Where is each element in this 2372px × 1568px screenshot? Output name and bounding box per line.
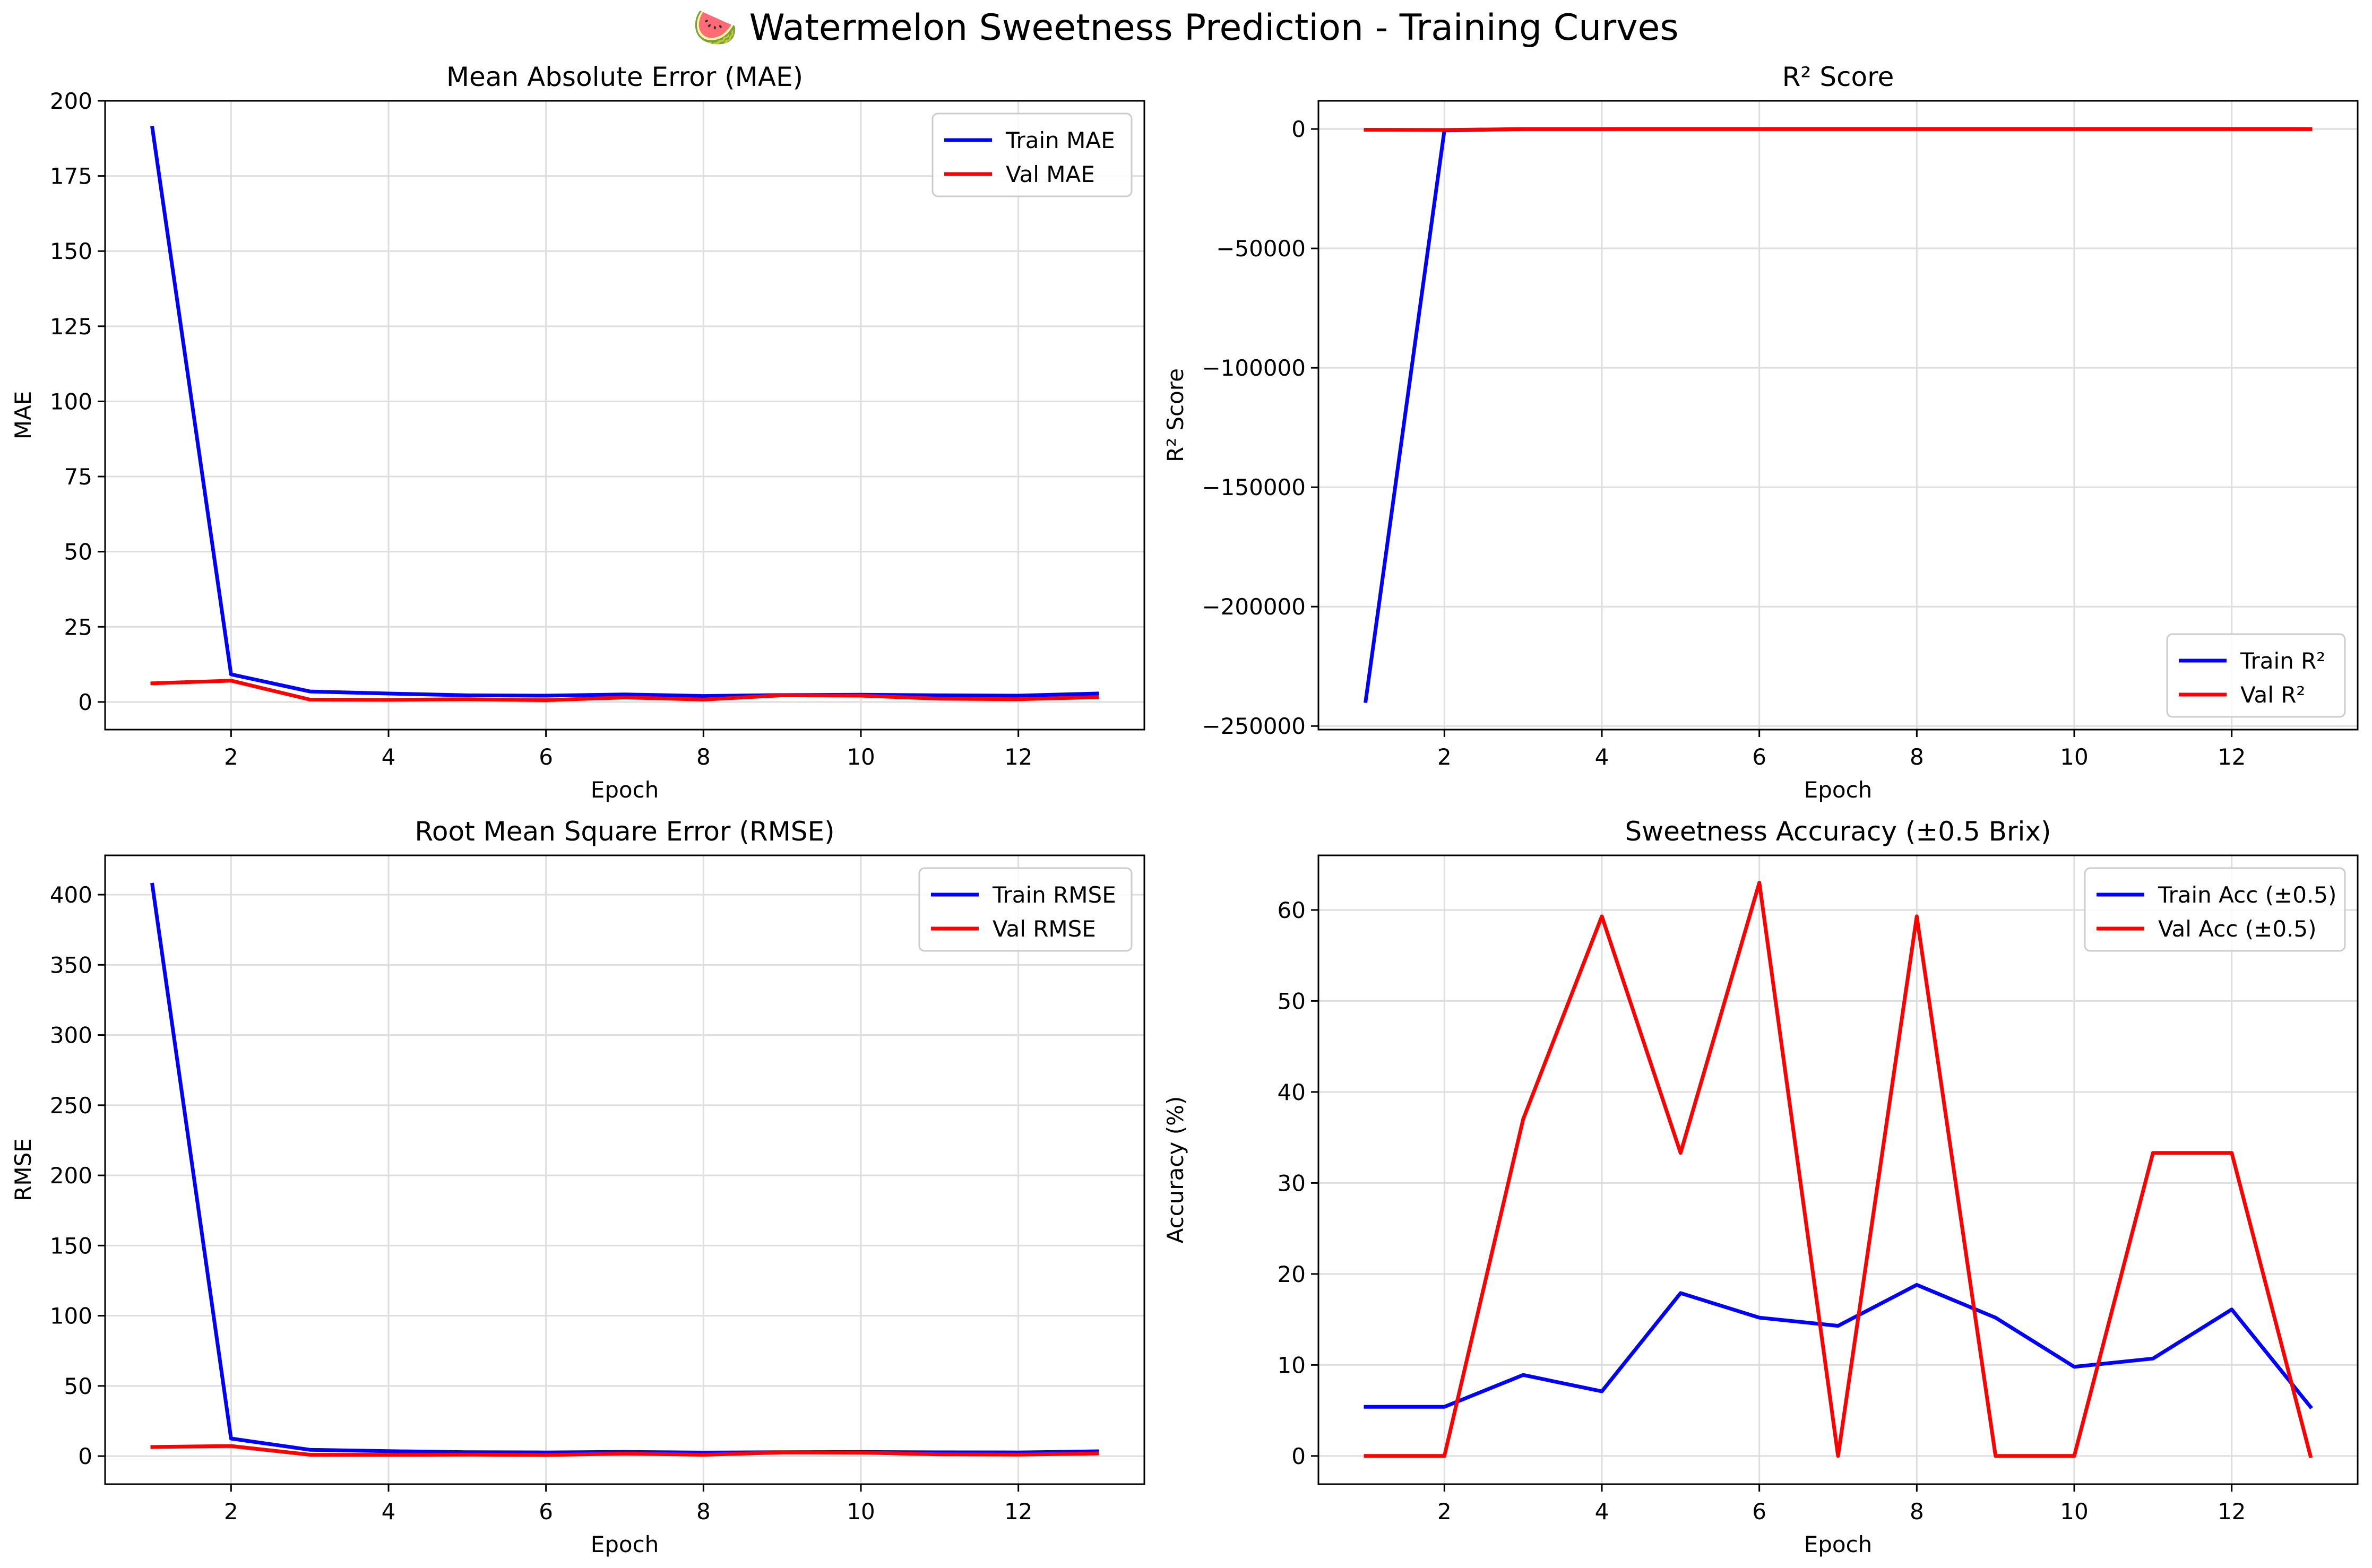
y-tick-label: −150000 — [1202, 474, 1306, 500]
y-tick-label: 30 — [1278, 1170, 1306, 1196]
legend: Train RMSE Val RMSE — [918, 867, 1133, 952]
chart-title: Root Mean Square Error (RMSE) — [415, 816, 834, 847]
y-axis-label: R² Score — [1162, 368, 1188, 462]
legend-label-val-r: Val R² — [2240, 682, 2305, 708]
y-tick-label: 150 — [50, 1233, 92, 1259]
legend-label-train-acc-0-5: Train Acc (±0.5) — [2158, 882, 2336, 908]
series-line-val-r — [1364, 127, 2313, 132]
x-tick-label: 8 — [1910, 744, 1924, 770]
legend: Train Acc (±0.5) Val Acc (±0.5) — [2084, 867, 2346, 952]
y-tick-label: 0 — [1291, 1443, 1306, 1469]
x-tick-label: 8 — [696, 744, 711, 770]
legend-label-val-mae: Val MAE — [1006, 161, 1095, 187]
x-tick-label: 10 — [847, 744, 875, 770]
x-tick-label: 12 — [1004, 1498, 1032, 1524]
x-axis-label: Epoch — [591, 1531, 659, 1557]
x-tick-label: 4 — [1595, 744, 1609, 770]
y-tick-label: 25 — [64, 614, 92, 640]
legend-label-train-mae: Train MAE — [1005, 127, 1115, 153]
figure-title: 🍉 Watermelon Sweetness Prediction - Trai… — [693, 7, 1678, 49]
x-tick-label: 4 — [382, 1498, 396, 1524]
x-tick-label: 6 — [1752, 744, 1766, 770]
legend-label-train-rmse: Train RMSE — [992, 882, 1116, 908]
x-tick-label: 6 — [1752, 1498, 1766, 1524]
y-tick-label: 250 — [50, 1093, 92, 1119]
y-tick-label: 350 — [50, 952, 92, 978]
chart-panel-2: 2 4 6 8 10 12 0 −50000 −100000 −150000 −200000 −250… — [1162, 62, 2359, 803]
x-tick-label: 4 — [1595, 1498, 1609, 1524]
x-tick-label: 2 — [1437, 744, 1452, 770]
y-tick-label: −100000 — [1202, 355, 1306, 381]
x-tick-label: 8 — [1910, 1498, 1924, 1524]
legend-label-val-rmse: Val RMSE — [993, 916, 1096, 942]
y-tick-label: 0 — [1291, 116, 1306, 142]
y-tick-label: −200000 — [1202, 594, 1306, 620]
y-tick-label: 40 — [1278, 1079, 1306, 1105]
y-tick-label: 0 — [78, 1443, 92, 1469]
x-axis-label: Epoch — [1804, 1531, 1873, 1557]
y-axis-label: MAE — [10, 391, 36, 440]
x-tick-label: 12 — [2218, 1498, 2246, 1524]
legend: Train MAE Val MAE — [931, 112, 1133, 197]
x-axis-label: Epoch — [1804, 777, 1873, 803]
y-tick-label: −50000 — [1216, 236, 1306, 262]
x-tick-label: 2 — [224, 744, 238, 770]
x-tick-label: 10 — [847, 1498, 875, 1524]
x-tick-label: 10 — [2060, 1498, 2088, 1524]
series-line-val-rmse — [150, 1444, 1099, 1457]
x-tick-label: 8 — [696, 1498, 711, 1524]
legend-label-train-r: Train R² — [2240, 648, 2325, 674]
y-tick-label: 125 — [50, 314, 92, 340]
y-tick-label: 200 — [50, 88, 92, 114]
x-tick-label: 4 — [382, 744, 396, 770]
x-tick-label: 12 — [2218, 744, 2246, 770]
axes-frame — [1317, 854, 2359, 1485]
chart-panel-1: 2 4 6 8 10 12 0 25 50 75 100 125 150 175 200 Mean Absol… — [10, 62, 1145, 803]
y-tick-label: 0 — [78, 689, 92, 715]
y-tick-label: 10 — [1278, 1352, 1306, 1378]
axes-frame — [104, 854, 1145, 1485]
y-tick-label: 50 — [1278, 988, 1306, 1014]
y-tick-label: 200 — [50, 1163, 92, 1189]
chart-panel-3: 2 4 6 8 10 12 0 50 100 150 200 250 300 350 400 Root Mea… — [10, 816, 1145, 1557]
chart-title: R² Score — [1782, 62, 1894, 92]
axes-frame — [104, 100, 1145, 731]
x-tick-label: 12 — [1004, 744, 1032, 770]
y-tick-label: 60 — [1278, 897, 1306, 923]
axes-frame — [1317, 100, 2359, 731]
y-tick-label: 100 — [50, 1303, 92, 1329]
chart-title: Sweetness Accuracy (±0.5 Brix) — [1625, 816, 2051, 847]
y-tick-label: 300 — [50, 1023, 92, 1049]
y-axis-label: RMSE — [10, 1138, 36, 1201]
legend-box — [2084, 867, 2346, 952]
legend: Train R² Val R² — [2166, 633, 2346, 718]
y-axis-label: Accuracy (%) — [1162, 1096, 1188, 1244]
series-line-train-acc-0-5 — [1364, 1283, 2313, 1410]
y-tick-label: 75 — [64, 464, 92, 490]
y-tick-label: 100 — [50, 388, 92, 414]
y-tick-label: −250000 — [1202, 713, 1306, 739]
y-tick-label: 150 — [50, 238, 92, 264]
y-tick-label: 20 — [1278, 1261, 1306, 1287]
y-tick-label: 175 — [50, 163, 92, 189]
series-line-train-mae — [150, 126, 1099, 698]
x-axis-label: Epoch — [591, 777, 659, 803]
y-tick-label: 50 — [64, 539, 92, 565]
chart-panel-4: 2 4 6 8 10 12 0 10 20 30 40 50 60 Sweetness Accuracy … — [1162, 816, 2359, 1557]
series-line-val-acc-0-5 — [1364, 880, 2313, 1459]
chart-title: Mean Absolute Error (MAE) — [446, 62, 803, 92]
x-tick-label: 6 — [539, 1498, 553, 1524]
x-tick-label: 10 — [2060, 744, 2088, 770]
x-tick-label: 2 — [1437, 1498, 1452, 1524]
series-line-val-mae — [150, 679, 1099, 702]
legend-label-val-acc-0-5: Val Acc (±0.5) — [2158, 916, 2317, 942]
y-tick-label: 400 — [50, 882, 92, 908]
x-tick-label: 2 — [224, 1498, 238, 1524]
x-tick-label: 6 — [539, 744, 553, 770]
y-tick-label: 50 — [64, 1373, 92, 1399]
